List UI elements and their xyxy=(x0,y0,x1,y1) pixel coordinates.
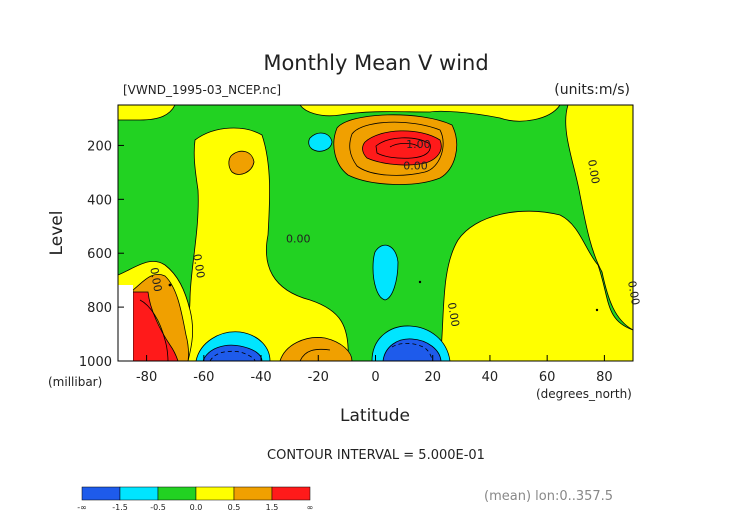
units-label: (units:m/s) xyxy=(554,82,630,98)
colorbar-label: -∞ xyxy=(77,503,87,512)
x-tick-label: -20 xyxy=(308,370,329,385)
x-tick-label: 80 xyxy=(596,370,613,385)
x-tick-label: -60 xyxy=(193,370,214,385)
region-cyan-upper xyxy=(308,132,333,152)
colorbar-swatch xyxy=(271,486,311,501)
region-blue-low-eq xyxy=(382,338,442,361)
region-orange-small-200 xyxy=(228,150,255,175)
contour-label: 0.00 xyxy=(286,232,311,245)
contour-label: 0.00 xyxy=(147,266,164,292)
region-yellow-nh-broad xyxy=(439,210,633,361)
colorbar-swatch xyxy=(119,486,159,501)
colorbar-label: 1.5 xyxy=(266,503,279,512)
y-tick-label: 200 xyxy=(87,139,112,154)
colorbar-swatch xyxy=(81,486,121,501)
y-tick-label: 600 xyxy=(87,247,112,262)
region-cyan-mid xyxy=(372,244,399,301)
colorbar-label: ∞ xyxy=(307,503,314,512)
x-tick-label: -80 xyxy=(136,370,157,385)
contour-labels: 1.00 0.00 0.00 0.00 0.00 0.00 0.00 0.00 xyxy=(147,138,642,328)
colorbar: -∞ -1.5 -0.5 0.0 0.5 1.5 ∞ xyxy=(77,486,314,512)
contour-label: 0.00 xyxy=(403,160,428,173)
contour-label: 0.00 xyxy=(445,301,462,327)
colorbar-label: -0.5 xyxy=(150,503,166,512)
y-tick-label: 800 xyxy=(87,301,112,316)
region-yellow-upper-right xyxy=(565,105,633,331)
y-axis-label: Level xyxy=(47,211,67,256)
x-tick-label: 40 xyxy=(482,370,499,385)
contour-label: 0.00 xyxy=(625,280,642,306)
colorbar-swatch xyxy=(157,486,197,501)
x-tick-label: -40 xyxy=(250,370,271,385)
region-yellow-upper-left xyxy=(118,105,176,121)
x-tick-label: 0 xyxy=(371,370,379,385)
missing-dots xyxy=(168,280,599,312)
x-tick-label: 20 xyxy=(424,370,441,385)
contour-label: 0.00 xyxy=(190,253,207,279)
x-unit-label: (degrees_north) xyxy=(536,387,632,401)
region-white-missing-corner xyxy=(118,285,133,361)
region-yellow-top-band xyxy=(299,105,561,122)
contour-label: 0.00 xyxy=(585,159,602,185)
colorbar-label: 0.5 xyxy=(228,503,241,512)
chart-title: Monthly Mean V wind xyxy=(263,51,488,75)
contour-label: 1.00 xyxy=(406,138,431,151)
colorbar-swatch xyxy=(233,486,273,501)
colorbar-swatch xyxy=(195,486,235,501)
region-yellow-sh-broad xyxy=(169,127,349,361)
y-tick-label: 400 xyxy=(87,193,112,208)
footer-mean-lon: (mean) lon:0..357.5 xyxy=(484,489,613,504)
x-tick-label: 60 xyxy=(539,370,556,385)
y-unit-label: (millibar) xyxy=(48,375,102,389)
x-axis: -80 -60 -40 -20 0 20 40 60 80 xyxy=(136,355,613,385)
y-tick-label: 1000 xyxy=(79,355,112,370)
colorbar-label: -1.5 xyxy=(112,503,128,512)
file-label: [VWND_1995-03_NCEP.nc] xyxy=(123,83,281,97)
y-axis: 200 400 600 800 1000 xyxy=(79,139,124,370)
plot-area xyxy=(118,105,633,361)
colorbar-label: 0.0 xyxy=(190,503,203,512)
x-axis-label: Latitude xyxy=(340,406,410,426)
contour-interval: CONTOUR INTERVAL = 5.000E-01 xyxy=(267,448,485,463)
contour-lines xyxy=(139,121,444,361)
